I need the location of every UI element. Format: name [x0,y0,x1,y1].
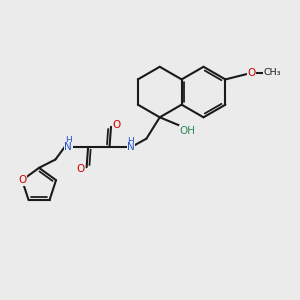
Text: N: N [64,142,72,152]
Text: O: O [248,68,256,78]
Text: H: H [65,136,72,145]
Text: O: O [18,175,26,185]
Text: N: N [127,142,135,152]
Text: CH₃: CH₃ [264,68,281,77]
Text: O: O [113,120,121,130]
Text: OH: OH [179,126,195,136]
Text: H: H [128,136,134,146]
Text: O: O [76,164,85,174]
